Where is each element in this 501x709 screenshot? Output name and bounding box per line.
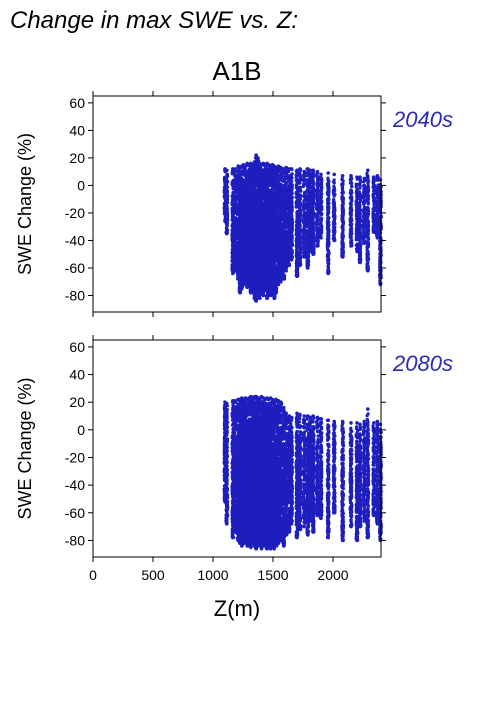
data-point	[225, 231, 229, 236]
data-point	[233, 262, 237, 266]
data-point	[255, 182, 259, 186]
data-point	[225, 228, 229, 232]
data-point	[238, 190, 242, 194]
data-point	[224, 180, 228, 184]
data-point	[234, 216, 238, 220]
data-point	[225, 172, 229, 176]
data-point	[225, 224, 229, 229]
data-point	[233, 170, 237, 174]
data-point	[232, 224, 237, 228]
x-axis-label: Z(m)	[214, 596, 260, 621]
data-point	[225, 207, 229, 212]
page-title: Change in max SWE vs. Z:	[10, 7, 298, 34]
data-point	[241, 189, 245, 193]
data-point	[233, 167, 237, 171]
data-point	[224, 184, 228, 188]
data-point	[224, 190, 228, 194]
data-point	[265, 296, 269, 301]
data-point	[233, 187, 237, 191]
data-point	[233, 232, 237, 237]
data-point	[237, 265, 241, 269]
data-point	[225, 211, 229, 215]
data-point	[230, 201, 234, 205]
data-point	[254, 299, 258, 303]
data-point	[272, 296, 277, 301]
data-point	[230, 263, 234, 267]
data-point	[224, 186, 228, 190]
data-point	[238, 290, 242, 295]
data-point	[231, 271, 235, 276]
data-point	[225, 168, 229, 173]
data-point	[272, 262, 277, 266]
data-point	[268, 290, 272, 294]
data-point	[225, 221, 229, 225]
data-point	[261, 293, 266, 298]
data-point	[237, 225, 241, 229]
data-point	[224, 218, 228, 222]
data-point	[256, 156, 260, 160]
data-point	[233, 204, 237, 208]
data-point	[232, 200, 236, 204]
data-point	[258, 296, 262, 301]
scatter-points-2040s	[222, 153, 383, 303]
data-point	[233, 252, 237, 256]
data-point	[224, 192, 228, 197]
data-point	[230, 259, 234, 263]
data-point	[224, 196, 228, 200]
data-point	[234, 240, 238, 244]
scenario-title: A1B	[212, 56, 261, 86]
data-point	[233, 229, 237, 233]
data-point	[230, 228, 234, 232]
data-point	[225, 201, 229, 205]
data-point	[239, 198, 243, 202]
data-point	[224, 215, 228, 219]
data-point	[240, 286, 244, 291]
